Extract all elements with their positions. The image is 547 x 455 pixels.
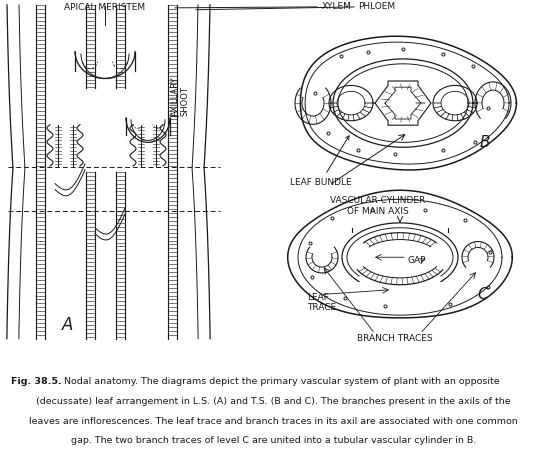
Text: Nodal anatomy. The diagrams depict the primary vascular system of plant with an : Nodal anatomy. The diagrams depict the p… [61,377,499,386]
Text: XYLEM: XYLEM [322,2,352,11]
Text: B: B [480,135,490,150]
Text: Fig. 38.5.: Fig. 38.5. [11,377,62,386]
Text: gap. The two branch traces of level C are united into a tubular vascular cylinde: gap. The two branch traces of level C ar… [71,436,476,445]
Text: BRANCH TRACES: BRANCH TRACES [357,334,433,343]
Text: A: A [62,316,74,334]
Text: PHLOEM: PHLOEM [358,2,395,11]
Text: AXILLARY
SHOOT: AXILLARY SHOOT [171,76,189,116]
Text: GAP: GAP [408,256,427,265]
Text: LEAF BUNDLE: LEAF BUNDLE [290,136,352,187]
Text: leaves are inflorescences. The leaf trace and branch traces in its axil are asso: leaves are inflorescences. The leaf trac… [29,416,518,425]
Text: LEAF
TRACE: LEAF TRACE [307,293,336,312]
Text: VASCULAR CYLINDER
OF MAIN AXIS: VASCULAR CYLINDER OF MAIN AXIS [330,197,426,217]
Text: (decussate) leaf arrangement in L.S. (A) and T.S. (B and C). The branches presen: (decussate) leaf arrangement in L.S. (A)… [36,397,511,406]
Text: C: C [478,288,488,303]
Text: APICAL MERISTEM: APICAL MERISTEM [65,3,146,12]
